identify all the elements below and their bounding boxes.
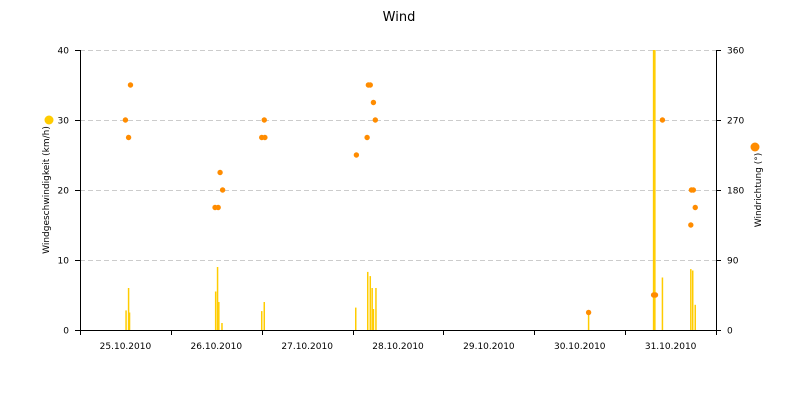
speed-bar xyxy=(369,276,372,330)
y-tick-label-left: 0 xyxy=(63,327,69,337)
x-tick-label: 27.10.2010 xyxy=(281,342,333,352)
direction-point xyxy=(364,134,370,141)
speed-bar xyxy=(652,50,655,330)
speed-bar xyxy=(587,312,590,330)
direction-point xyxy=(690,187,697,193)
speed-bar xyxy=(694,304,696,330)
direction-point xyxy=(127,82,134,88)
direction-point xyxy=(261,117,267,123)
speed-bar xyxy=(263,302,266,330)
direction-point xyxy=(688,222,694,228)
direction-point xyxy=(372,117,379,123)
direction-point xyxy=(217,169,223,176)
direction-point xyxy=(692,204,698,211)
direction-point xyxy=(262,134,268,141)
direction-point xyxy=(353,152,360,158)
speed-bar xyxy=(372,309,375,330)
direction-point xyxy=(370,99,377,106)
y-axis-left-title: Windgeschwindigkeit (km/h) xyxy=(42,126,52,254)
speed-bar xyxy=(216,267,219,330)
y-axis-right-title: Windrichtung (°) xyxy=(754,153,764,228)
direction-points xyxy=(122,82,698,316)
x-tick-label: 28.10.2010 xyxy=(372,342,424,352)
tick-labels: 0 10 20 30 40 0 90 180 270 360 25.10.2010 26.10.201… xyxy=(58,47,745,353)
speed-bar xyxy=(654,50,656,330)
x-tick-label: 25.10.2010 xyxy=(100,342,152,352)
speed-bar xyxy=(371,288,373,330)
speed-bar xyxy=(375,288,377,330)
direction-point xyxy=(652,292,659,298)
direction-point xyxy=(215,204,221,211)
direction-legend-marker xyxy=(750,142,760,152)
chart-title: Wind xyxy=(383,10,416,25)
direction-point xyxy=(659,117,666,123)
grid-lines xyxy=(80,50,716,261)
y-tick-label-right: 360 xyxy=(727,47,744,57)
speed-bars xyxy=(125,50,696,330)
y-tick-label-left: 30 xyxy=(58,117,70,127)
y-tick-label-left: 20 xyxy=(58,187,70,197)
speed-bar xyxy=(127,288,130,330)
speed-bar xyxy=(355,307,357,330)
speed-bar xyxy=(661,277,664,330)
x-tick-label: 30.10.2010 xyxy=(554,342,606,352)
y-tick-label-right: 180 xyxy=(727,187,744,197)
speed-bar xyxy=(128,312,131,330)
speed-bar xyxy=(218,302,220,330)
speed-bar xyxy=(260,311,263,330)
x-tick-label: 31.10.2010 xyxy=(645,342,697,352)
direction-point xyxy=(585,309,592,316)
direction-point xyxy=(219,187,226,193)
y-tick-label-right: 90 xyxy=(727,257,739,267)
y-tick-label-left: 40 xyxy=(58,47,70,57)
axes xyxy=(75,50,721,335)
speed-bar xyxy=(366,271,369,330)
y-tick-label-left: 10 xyxy=(58,257,70,267)
speed-bar xyxy=(214,291,217,330)
direction-point xyxy=(125,134,132,141)
x-tick-label: 29.10.2010 xyxy=(463,342,515,352)
y-tick-label-right: 270 xyxy=(727,117,744,127)
x-tick-label: 26.10.2010 xyxy=(191,342,243,352)
speed-legend-marker xyxy=(44,115,54,125)
y-tick-label-right: 0 xyxy=(727,327,733,337)
direction-point xyxy=(122,117,129,123)
speed-bar xyxy=(125,310,127,330)
direction-point xyxy=(367,82,373,88)
speed-bar xyxy=(691,270,694,330)
speed-bar xyxy=(221,323,223,330)
speed-bar xyxy=(690,269,692,330)
